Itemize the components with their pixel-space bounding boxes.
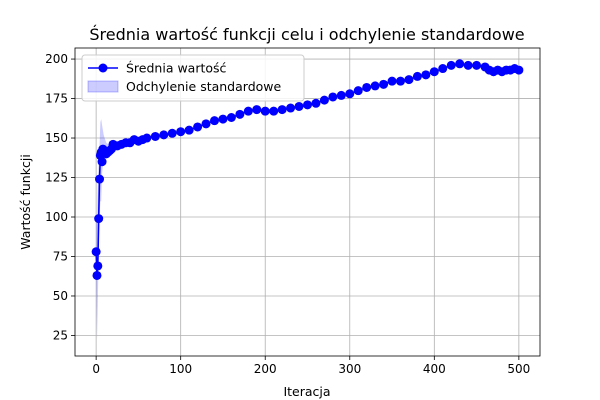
y-axis-label: Wartość funkcji <box>18 154 33 250</box>
mean-point <box>91 247 101 257</box>
mean-point <box>387 76 397 86</box>
x-tick-label: 200 <box>254 362 277 376</box>
mean-point <box>95 174 105 184</box>
legend-marker-swatch <box>98 63 108 73</box>
mean-point <box>286 103 296 113</box>
y-tick-label: 200 <box>45 52 68 66</box>
x-tick-label: 0 <box>92 362 100 376</box>
mean-point <box>294 101 304 111</box>
mean-point <box>404 75 414 85</box>
mean-point <box>260 106 270 116</box>
mean-point <box>218 114 228 124</box>
mean-point <box>396 76 405 86</box>
mean-markers <box>91 59 524 280</box>
mean-point <box>463 60 473 70</box>
mean-point <box>235 109 245 119</box>
mean-point <box>370 81 380 91</box>
x-tick-label: 100 <box>169 362 192 376</box>
mean-point <box>421 70 431 80</box>
y-tick-label: 50 <box>53 289 68 303</box>
y-tick-label: 125 <box>45 171 68 185</box>
mean-point <box>412 71 422 81</box>
mean-point <box>193 122 203 132</box>
mean-point <box>226 112 236 122</box>
mean-point <box>150 131 160 141</box>
legend: Średnia wartość Odchylenie standardowe <box>81 54 305 102</box>
mean-point <box>243 106 253 116</box>
legend-box <box>81 54 305 102</box>
mean-point <box>269 106 279 116</box>
mean-point <box>201 119 211 129</box>
chart-title: Średnia wartość funkcji celu i odchyleni… <box>89 25 524 44</box>
x-tick-label: 400 <box>423 362 446 376</box>
x-tick-label: 300 <box>338 362 361 376</box>
mean-point <box>176 127 186 137</box>
mean-point <box>319 95 329 105</box>
mean-point <box>94 214 104 224</box>
mean-point <box>455 59 465 69</box>
mean-point <box>514 65 524 75</box>
mean-point <box>446 60 456 70</box>
mean-point <box>379 79 389 89</box>
legend-band-swatch <box>87 80 119 93</box>
mean-point <box>142 133 152 143</box>
mean-point <box>184 125 194 135</box>
x-axis-label: Iteracja <box>283 384 330 399</box>
y-axis-ticks: 25 50 75 100 125 150 175 200 <box>45 52 75 342</box>
mean-point <box>328 92 338 102</box>
mean-point <box>159 130 169 140</box>
legend-label-std: Odchylenie standardowe <box>126 79 282 94</box>
y-tick-label: 150 <box>45 131 68 145</box>
y-tick-label: 75 <box>53 249 68 263</box>
mean-point <box>429 67 439 77</box>
mean-point <box>438 64 448 74</box>
mean-point <box>472 60 482 70</box>
mean-point <box>336 90 346 100</box>
y-tick-label: 25 <box>53 328 68 342</box>
mean-point <box>345 89 355 99</box>
mean-point <box>210 116 219 126</box>
x-tick-label: 500 <box>507 362 530 376</box>
mean-point <box>362 82 372 92</box>
mean-point <box>303 100 312 110</box>
mean-point <box>167 128 177 138</box>
y-tick-label: 100 <box>45 210 68 224</box>
mean-point <box>93 261 103 271</box>
mean-point <box>92 270 102 280</box>
mean-point <box>353 86 363 96</box>
mean-point <box>97 157 107 167</box>
legend-label-mean: Średnia wartość <box>126 61 227 76</box>
plot-frame <box>74 47 541 357</box>
mean-point <box>252 105 262 115</box>
y-tick-label: 175 <box>45 92 68 106</box>
x-axis-ticks: 0 100 200 300 400 500 <box>92 356 530 376</box>
mean-point <box>311 98 321 108</box>
mean-point <box>277 105 287 115</box>
